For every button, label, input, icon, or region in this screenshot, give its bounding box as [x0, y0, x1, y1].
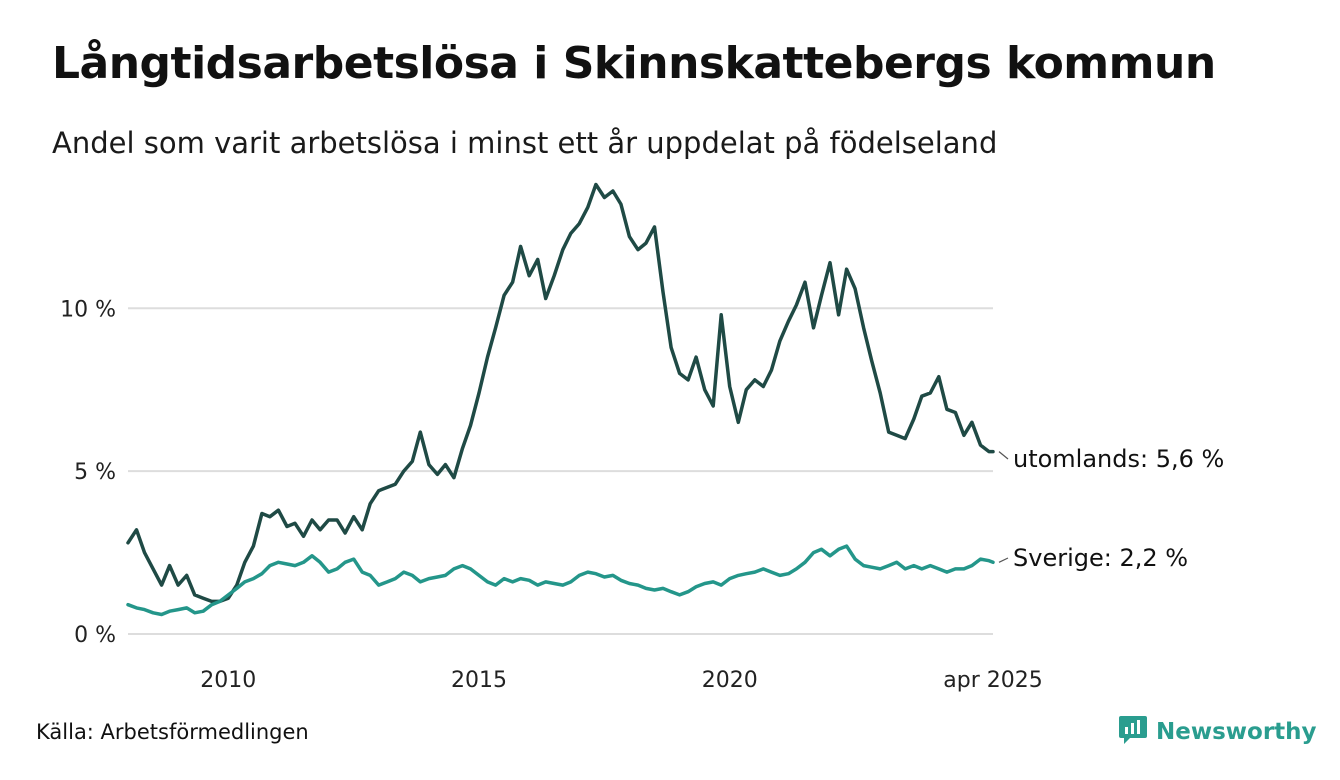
- series-line-utomlands: [126, 182, 995, 604]
- x-tick-label: 2010: [200, 668, 256, 693]
- series-line-sverige: [126, 544, 995, 617]
- y-axis-ticks: 0 % 5 % 10 %: [60, 297, 116, 648]
- x-tick-label: apr 2025: [943, 668, 1042, 693]
- x-tick-label: 2020: [702, 668, 758, 693]
- y-tick-label: 5 %: [74, 460, 116, 485]
- x-axis-ticks: 2010 2015 2020 apr 2025: [200, 668, 1042, 693]
- end-label-utomlands: utomlands: 5,6 %: [1013, 445, 1224, 473]
- source-note: Källa: Arbetsförmedlingen: [36, 720, 309, 744]
- y-tick-label: 0 %: [74, 623, 116, 648]
- gridlines: [128, 307, 993, 635]
- end-label-connector: [998, 451, 1009, 460]
- end-label-connector: [998, 557, 1009, 563]
- brand-logo[interactable]: Newsworthy: [1118, 714, 1317, 750]
- brand-name: Newsworthy: [1156, 719, 1317, 745]
- chart-title: Långtidsarbetslösa i Skinnskattebergs ko…: [52, 38, 1216, 89]
- end-labels: utomlands: 5,6 % Sverige: 2,2 %: [998, 445, 1224, 572]
- end-label-sverige: Sverige: 2,2 %: [1013, 544, 1188, 572]
- series-lines: [126, 182, 995, 617]
- newsworthy-logo-icon: [1118, 714, 1148, 750]
- x-tick-label: 2015: [451, 668, 507, 693]
- y-tick-label: 10 %: [60, 297, 116, 322]
- chart-subtitle: Andel som varit arbetslösa i minst ett å…: [52, 126, 998, 160]
